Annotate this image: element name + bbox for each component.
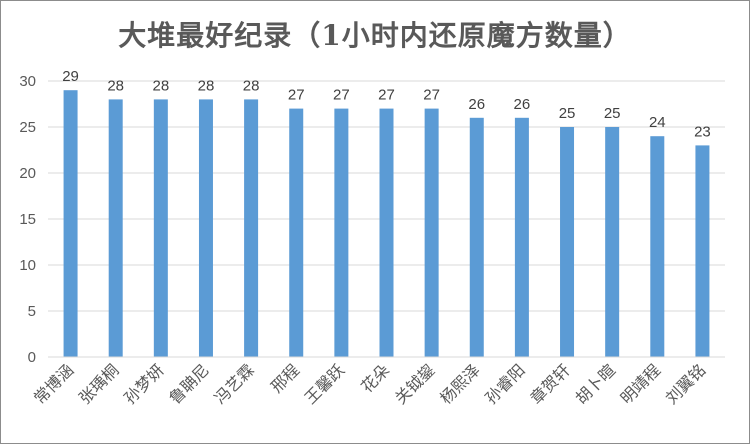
bars: [63, 90, 710, 358]
bar: [650, 136, 665, 357]
data-labels: 29 28 28 28 28 27 27 27 27 26 26 25 25 24 23: [62, 68, 711, 140]
bar: [289, 108, 304, 357]
data-label: 26: [514, 96, 531, 113]
category-label: 关钺鋆: [391, 360, 438, 407]
data-label: 23: [694, 123, 711, 140]
category-label: 花朵: [357, 360, 393, 396]
bar: [560, 127, 575, 357]
data-label: 28: [107, 77, 124, 94]
y-tick-label: 10: [19, 257, 36, 274]
y-tick-label: 20: [19, 165, 36, 182]
category-label: 章贺轩: [526, 360, 573, 407]
category-label: 杨熙泽: [436, 360, 483, 407]
y-tick-label: 0: [28, 349, 36, 366]
bar: [605, 127, 620, 357]
bar: [424, 108, 439, 357]
bar: [244, 99, 259, 358]
data-label: 25: [559, 105, 576, 122]
bar: [379, 108, 394, 357]
category-label: 张瑀桐: [75, 360, 122, 407]
category-label: 胡卜暄: [572, 360, 619, 407]
data-label: 27: [423, 87, 440, 104]
category-label: 刘翼铭: [662, 360, 709, 407]
bar: [695, 145, 710, 357]
data-label: 29: [62, 68, 79, 85]
category-label: 明靖程: [617, 360, 664, 407]
y-tick-label: 15: [19, 211, 36, 228]
data-label: 24: [649, 114, 666, 131]
category-label: 王馨跃: [301, 360, 348, 407]
category-label: 冯艺霖: [211, 360, 258, 407]
chart-title: 大堆最好纪录（1小时内还原魔方数量）: [118, 19, 632, 52]
bar: [153, 99, 168, 358]
y-axis-ticks: 0 5 10 15 20 25 30: [19, 73, 36, 366]
bar: [514, 117, 529, 357]
category-label: 鲁聃尼: [165, 360, 212, 407]
data-label: 26: [468, 96, 485, 113]
bar: [108, 99, 123, 358]
bar: [469, 117, 484, 357]
category-label: 常博涵: [30, 360, 77, 407]
data-label: 28: [243, 77, 260, 94]
category-label: 孙梦妍: [120, 360, 167, 407]
data-label: 27: [333, 87, 350, 104]
bar: [198, 99, 213, 358]
y-tick-label: 5: [28, 303, 36, 320]
data-label: 27: [378, 87, 395, 104]
category-label: 孙睿阳: [481, 360, 528, 407]
data-label: 27: [288, 87, 305, 104]
data-label: 25: [604, 105, 621, 122]
bar: [334, 108, 349, 357]
data-label: 28: [152, 77, 169, 94]
data-label: 28: [198, 77, 215, 94]
y-tick-label: 25: [19, 119, 36, 136]
bar: [63, 90, 78, 357]
category-label: 邢程: [267, 360, 303, 396]
y-tick-label: 30: [19, 73, 36, 90]
